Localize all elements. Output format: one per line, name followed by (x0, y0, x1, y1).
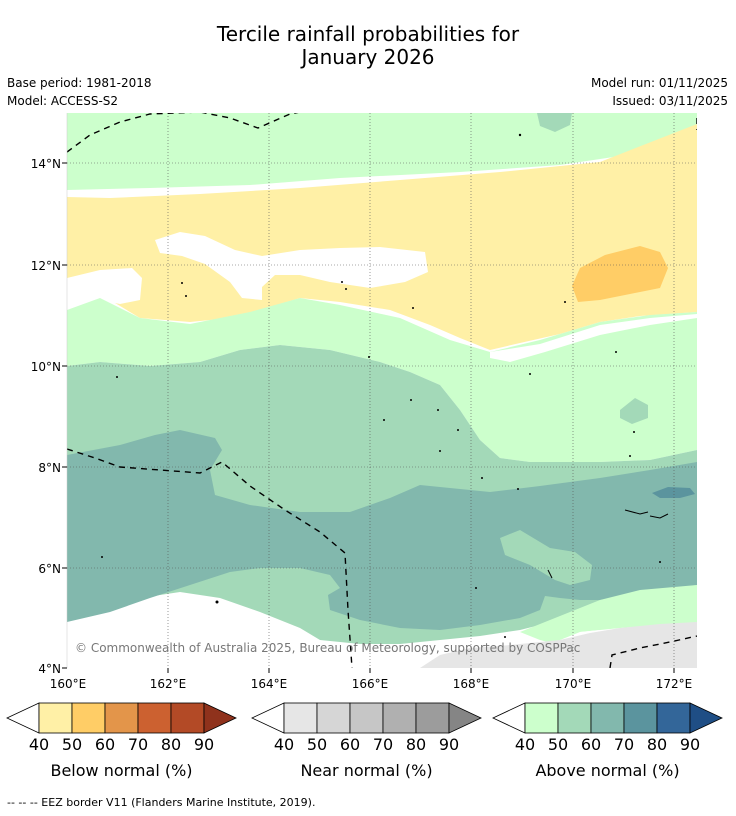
colorbar-swatch (415, 702, 450, 734)
map-copyright: © Commonwealth of Australia 2025, Bureau… (75, 641, 580, 655)
colorbar-swatch (623, 702, 658, 734)
base-period: Base period: 1981-2018 (7, 76, 152, 90)
colorbar-tick-label: 90 (439, 735, 459, 754)
colorbar-label-above: Above normal (%) (535, 761, 680, 780)
model-run: Model run: 01/11/2025 (590, 76, 728, 90)
lat-label: 14°N (31, 157, 61, 171)
above-normal-patch-60-inner (500, 530, 592, 585)
colorbar-tick-label: 70 (614, 735, 634, 754)
colorbar-swatch (170, 702, 205, 734)
near-normal-region-southeast (420, 622, 697, 668)
colorbar-tick-label: 60 (95, 735, 115, 754)
above-normal-region-70 (67, 430, 697, 630)
colorbar-tick-label: 40 (274, 735, 294, 754)
map-area: © Commonwealth of Australia 2025, Bureau… (67, 113, 697, 668)
lon-label: 172°E (656, 677, 693, 691)
colorbar-swatch (524, 702, 559, 734)
near-normal-hole-2 (67, 268, 142, 304)
colorbar-tick-label: 80 (161, 735, 181, 754)
colorbar-label-below: Below normal (%) (50, 761, 193, 780)
colorbar-below-normal: 40 50 60 70 80 90 (6, 702, 237, 754)
lon-label: 170°E (555, 677, 592, 691)
colorbar-tick-label: 40 (515, 735, 535, 754)
colorbar-swatch (71, 702, 106, 734)
colorbar-tick-label: 50 (307, 735, 327, 754)
colorbar-swatch (283, 702, 318, 734)
above-normal-patch-north (537, 113, 572, 132)
colorbar-swatch (316, 702, 351, 734)
chart-title-line2: January 2026 (301, 45, 435, 69)
lat-label: 10°N (31, 360, 61, 374)
colorbar-extend-low (251, 702, 285, 734)
colorbar-tick-label: 60 (340, 735, 360, 754)
colorbar-tick-label: 90 (680, 735, 700, 754)
colorbar-extend-high (689, 702, 723, 734)
model-name: Model: ACCESS-S2 (7, 94, 119, 108)
near-normal-hole-1 (155, 232, 428, 300)
colorbar-tick-label: 50 (548, 735, 568, 754)
lon-label: 168°E (453, 677, 490, 691)
island-outlines (547, 509, 669, 579)
chart-title-line1: Tercile rainfall probabilities for (216, 22, 520, 46)
lat-label: 6°N (38, 562, 61, 576)
colorbar-label-near: Near normal (%) (300, 761, 433, 780)
colorbar-above-normal: 40 50 60 70 80 90 (492, 702, 723, 754)
colorbar-swatch (38, 702, 73, 734)
colorbar-tick-label: 80 (647, 735, 667, 754)
colorbar-swatch (382, 702, 417, 734)
colorbar-extend-high (203, 702, 237, 734)
lat-label: 8°N (38, 461, 61, 475)
colorbar-swatch (349, 702, 384, 734)
colorbar-tick-label: 70 (373, 735, 393, 754)
issued-date: Issued: 03/11/2025 (612, 94, 728, 108)
colorbar-swatch (590, 702, 625, 734)
colorbar-near-normal: 40 50 60 70 80 90 (251, 702, 482, 754)
lon-label: 166°E (352, 677, 389, 691)
colorbar-extend-high (448, 702, 482, 734)
colorbar-swatch (656, 702, 691, 734)
colorbar-swatch (137, 702, 172, 734)
eez-border (67, 113, 697, 668)
metadata-left: Base period: 1981-2018 Model: ACCESS-S2 (7, 74, 152, 110)
colorbar-tick-label: 40 (29, 735, 49, 754)
near-normal-area-east (490, 314, 697, 362)
lon-label: 162°E (150, 677, 187, 691)
below-normal-region (67, 124, 697, 350)
above-normal-region-central (67, 298, 697, 462)
metadata-right: Model run: 01/11/2025 Issued: 03/11/2025 (591, 74, 728, 110)
above-normal-region-north (67, 113, 697, 190)
latitude-ticks (62, 162, 67, 669)
colorbar-swatch (557, 702, 592, 734)
lon-label: 160°E (50, 677, 87, 691)
above-normal-patch-80 (652, 487, 695, 498)
longitude-axis: 160°E 162°E 164°E 166°E 168°E 170°E 172°… (50, 677, 693, 691)
eez-legend-note: -- -- -- EEZ border V11 (Flanders Marine… (7, 796, 316, 809)
below-normal-patch-60 (572, 246, 668, 302)
longitude-ticks (167, 668, 675, 673)
colorbar-tick-label: 90 (194, 735, 214, 754)
colorbar-swatch (104, 702, 139, 734)
colorbar-tick-label: 60 (581, 735, 601, 754)
colorbar-tick-label: 70 (128, 735, 148, 754)
islands (101, 133, 661, 638)
colorbar-extend-low (492, 702, 526, 734)
lat-label: 12°N (31, 259, 61, 273)
latitude-axis: 14°N 12°N 10°N 8°N 6°N 4°N (31, 157, 61, 676)
colorbar-tick-label: 80 (406, 735, 426, 754)
grid-lines (67, 113, 697, 668)
lat-label: 4°N (38, 662, 61, 676)
above-normal-region-southeast (520, 585, 697, 645)
lon-label: 164°E (251, 677, 288, 691)
colorbar-extend-low (6, 702, 40, 734)
above-normal-patch-60-small (620, 398, 648, 424)
colorbar-tick-label: 50 (62, 735, 82, 754)
